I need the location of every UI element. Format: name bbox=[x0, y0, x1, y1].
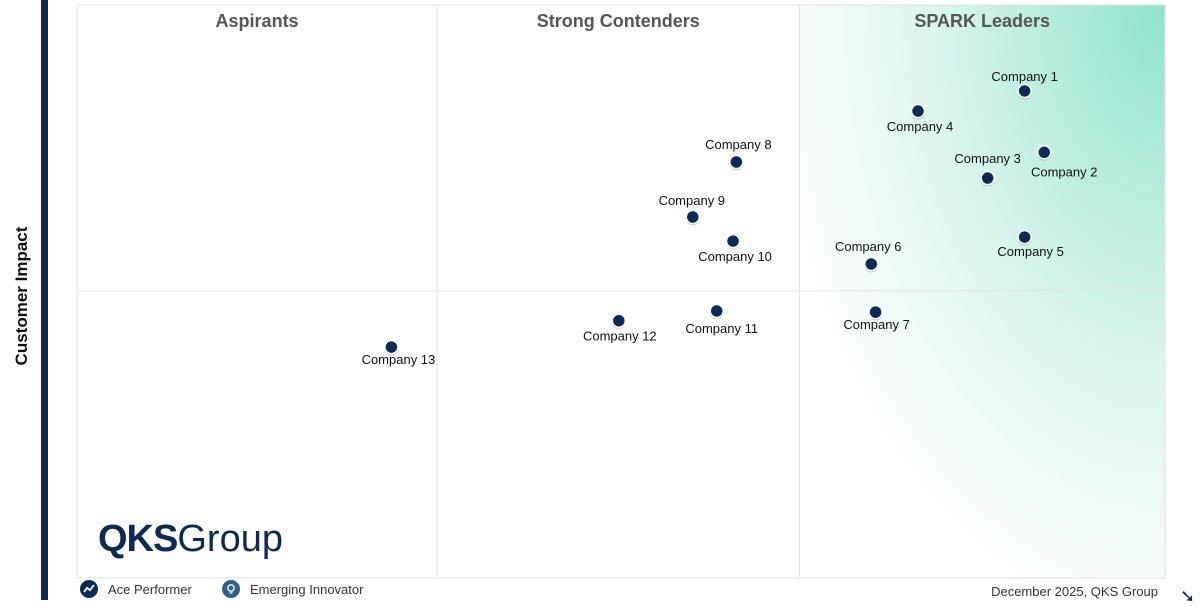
data-point bbox=[725, 233, 741, 249]
data-point bbox=[685, 209, 701, 225]
footer-date-source: December 2025, QKS Group bbox=[991, 584, 1158, 599]
data-point-label: Company 8 bbox=[705, 137, 771, 152]
data-point bbox=[868, 304, 883, 320]
arrow-icon: ➘ bbox=[1180, 586, 1196, 606]
data-point bbox=[1036, 145, 1052, 160]
data-point bbox=[1017, 83, 1032, 99]
legend-ace-performer: Ace Performer bbox=[80, 580, 192, 598]
lightbulb-icon bbox=[222, 580, 240, 598]
data-point-label: Company 2 bbox=[1031, 164, 1097, 179]
data-point bbox=[910, 103, 926, 119]
data-point-label: Company 3 bbox=[954, 151, 1020, 166]
data-point bbox=[980, 170, 995, 186]
data-point bbox=[709, 303, 724, 319]
leaders-highlight bbox=[799, 5, 1165, 578]
data-point-label: Company 11 bbox=[685, 321, 758, 336]
data-point-label: Company 12 bbox=[583, 329, 657, 344]
quadrant-label: Aspirants bbox=[216, 11, 299, 31]
data-point-label: Company 10 bbox=[698, 249, 772, 264]
data-point bbox=[611, 313, 627, 328]
data-point-label: Company 1 bbox=[991, 69, 1057, 84]
quadrant-label: Strong Contenders bbox=[537, 11, 700, 31]
legend-label: Ace Performer bbox=[108, 581, 192, 597]
data-point bbox=[729, 154, 744, 170]
data-point-label: Company 4 bbox=[887, 119, 953, 134]
qks-group-logo: QKSGroup bbox=[98, 518, 283, 560]
plot-border bbox=[76, 4, 1166, 579]
data-point-label: Company 13 bbox=[362, 352, 436, 367]
legend-label: Emerging Innovator bbox=[250, 581, 364, 597]
data-point bbox=[384, 339, 399, 355]
data-point-label: Company 6 bbox=[835, 239, 901, 254]
data-point-label: Company 9 bbox=[659, 193, 725, 208]
data-point bbox=[863, 256, 879, 272]
legend-emerging-innovator: Emerging Innovator bbox=[222, 580, 363, 598]
left-accent-bar bbox=[41, 0, 48, 600]
trend-line-icon bbox=[80, 580, 98, 598]
data-point-label: Company 7 bbox=[843, 317, 909, 332]
data-point-label: Company 5 bbox=[997, 244, 1063, 259]
quadrant-label: SPARK Leaders bbox=[914, 11, 1050, 31]
data-point bbox=[1017, 229, 1032, 245]
